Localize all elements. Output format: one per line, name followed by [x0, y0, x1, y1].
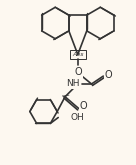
- Text: O: O: [104, 70, 112, 80]
- Text: O: O: [75, 67, 83, 77]
- Text: Abs: Abs: [72, 52, 84, 57]
- Text: O: O: [80, 101, 87, 111]
- Text: NH: NH: [66, 80, 80, 88]
- FancyBboxPatch shape: [70, 50, 86, 59]
- Text: OH: OH: [71, 114, 85, 122]
